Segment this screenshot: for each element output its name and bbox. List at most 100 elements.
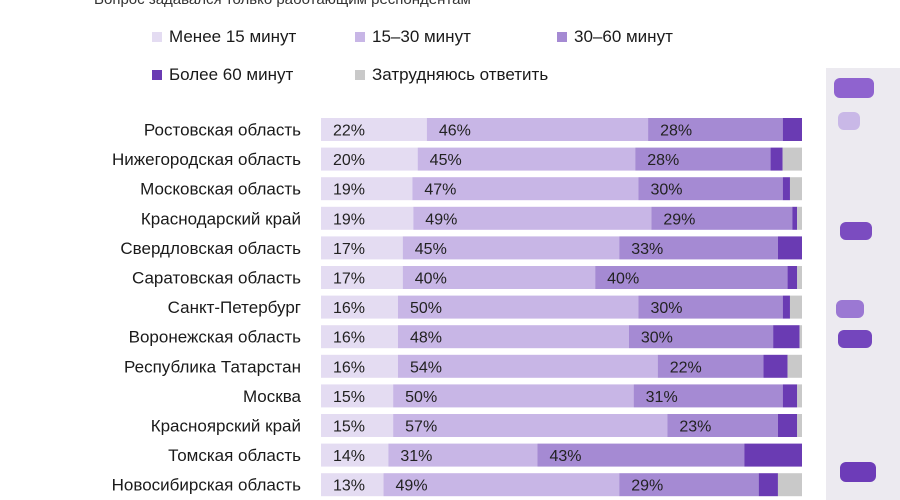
category-label: Санкт-Петербург <box>168 298 301 317</box>
data-label: 30% <box>650 182 682 199</box>
bar-segment <box>787 354 802 378</box>
legend-label: 30–60 минут <box>574 27 673 46</box>
bar-segment <box>777 414 798 437</box>
legend-label: Менее 15 минут <box>169 27 297 46</box>
bar-segment <box>397 325 629 349</box>
chart-subtitle: Вопрос задавался только работающим респо… <box>94 0 471 8</box>
category-label: Саратовская область <box>132 269 301 288</box>
background-left <box>0 0 76 500</box>
data-label: 49% <box>425 211 457 228</box>
legend-item: 30–60 минут <box>557 27 673 47</box>
category-label: Новосибирская область <box>112 476 301 495</box>
data-label: 14% <box>333 448 365 465</box>
data-label: 43% <box>549 448 581 465</box>
bar-segment <box>628 325 774 349</box>
data-label: 50% <box>405 389 437 406</box>
bar-segment <box>657 354 764 378</box>
bar-segment <box>667 414 778 437</box>
category-label: Республика Татарстан <box>124 357 301 376</box>
data-label: 30% <box>650 300 682 317</box>
data-label: 45% <box>430 152 462 169</box>
bar-segment <box>397 354 658 378</box>
data-label: 31% <box>646 389 678 406</box>
bar-segment <box>633 384 783 408</box>
category-label: Свердловская область <box>120 239 301 258</box>
bar-segment <box>397 295 639 319</box>
bar-segment <box>321 295 398 319</box>
bar-segment <box>777 236 802 260</box>
bar-segment <box>782 177 790 201</box>
legend-swatch <box>152 32 162 42</box>
category-label: Красноярский край <box>151 417 301 436</box>
data-label: 17% <box>333 241 365 258</box>
bar-segment <box>321 266 403 289</box>
bar-segment <box>321 206 414 230</box>
legend-label: Более 60 минут <box>169 65 294 84</box>
data-label: 50% <box>410 300 442 317</box>
data-label: 16% <box>333 359 365 376</box>
bar-segment <box>797 384 802 408</box>
bar-segment <box>651 206 793 230</box>
bar-segment <box>789 177 802 201</box>
data-label: 19% <box>333 211 365 228</box>
bar-segment <box>787 266 798 289</box>
bar-segment <box>782 384 798 408</box>
data-label: 16% <box>333 300 365 317</box>
data-label: 28% <box>647 152 679 169</box>
bar-segment <box>383 473 620 497</box>
data-label: 30% <box>641 330 673 347</box>
bar-segment <box>619 236 778 260</box>
ghost-bar <box>834 78 874 98</box>
category-label: Москва <box>243 387 302 406</box>
category-label: Ростовская область <box>144 121 301 140</box>
bar-segment <box>402 236 620 260</box>
bar-segment <box>638 295 783 319</box>
ghost-bar <box>838 330 872 348</box>
bar-segment <box>782 295 790 319</box>
bar-segment <box>388 443 538 467</box>
data-label: 22% <box>333 123 365 140</box>
bar-segment <box>321 473 384 497</box>
legend-item: Затрудняюсь ответить <box>355 65 548 85</box>
bar-segment <box>619 473 759 497</box>
ghost-bar <box>840 222 872 240</box>
bar-segment <box>321 236 403 260</box>
data-label: 57% <box>405 419 437 436</box>
bar-segment <box>393 414 668 437</box>
bar-segment <box>782 118 802 141</box>
data-label: 29% <box>663 211 695 228</box>
bar-segment <box>763 354 788 378</box>
bar-segment <box>321 325 398 349</box>
bar-segment <box>782 147 802 171</box>
bar-segment <box>595 266 788 289</box>
legend-swatch <box>355 70 365 80</box>
bar-segment <box>321 147 418 171</box>
data-label: 20% <box>333 152 365 169</box>
data-label: 15% <box>333 389 365 406</box>
bar-segment <box>744 443 802 467</box>
bar-segment <box>797 266 802 289</box>
bar-segment <box>321 384 394 408</box>
bar-segment <box>412 177 639 201</box>
data-label: 16% <box>333 330 365 347</box>
bar-segment <box>797 414 802 437</box>
data-label: 49% <box>396 478 428 495</box>
data-label: 48% <box>410 330 442 347</box>
data-label: 45% <box>415 241 447 258</box>
bar-segment <box>638 177 783 201</box>
ghost-bar <box>836 300 864 318</box>
bar-segment <box>758 473 778 497</box>
category-label: Краснодарский край <box>141 209 301 228</box>
bar-segment <box>426 118 649 141</box>
legend-item: Более 60 минут <box>152 65 293 85</box>
bar-segment <box>417 147 636 171</box>
bar-segment <box>413 206 652 230</box>
bar-segment <box>321 118 427 141</box>
background-right <box>826 68 900 500</box>
data-label: 13% <box>333 478 365 495</box>
legend-swatch <box>355 32 365 42</box>
data-label: 46% <box>439 123 471 140</box>
bar-segment <box>770 147 783 171</box>
category-label: Воронежская область <box>129 328 302 347</box>
data-label: 29% <box>631 478 663 495</box>
